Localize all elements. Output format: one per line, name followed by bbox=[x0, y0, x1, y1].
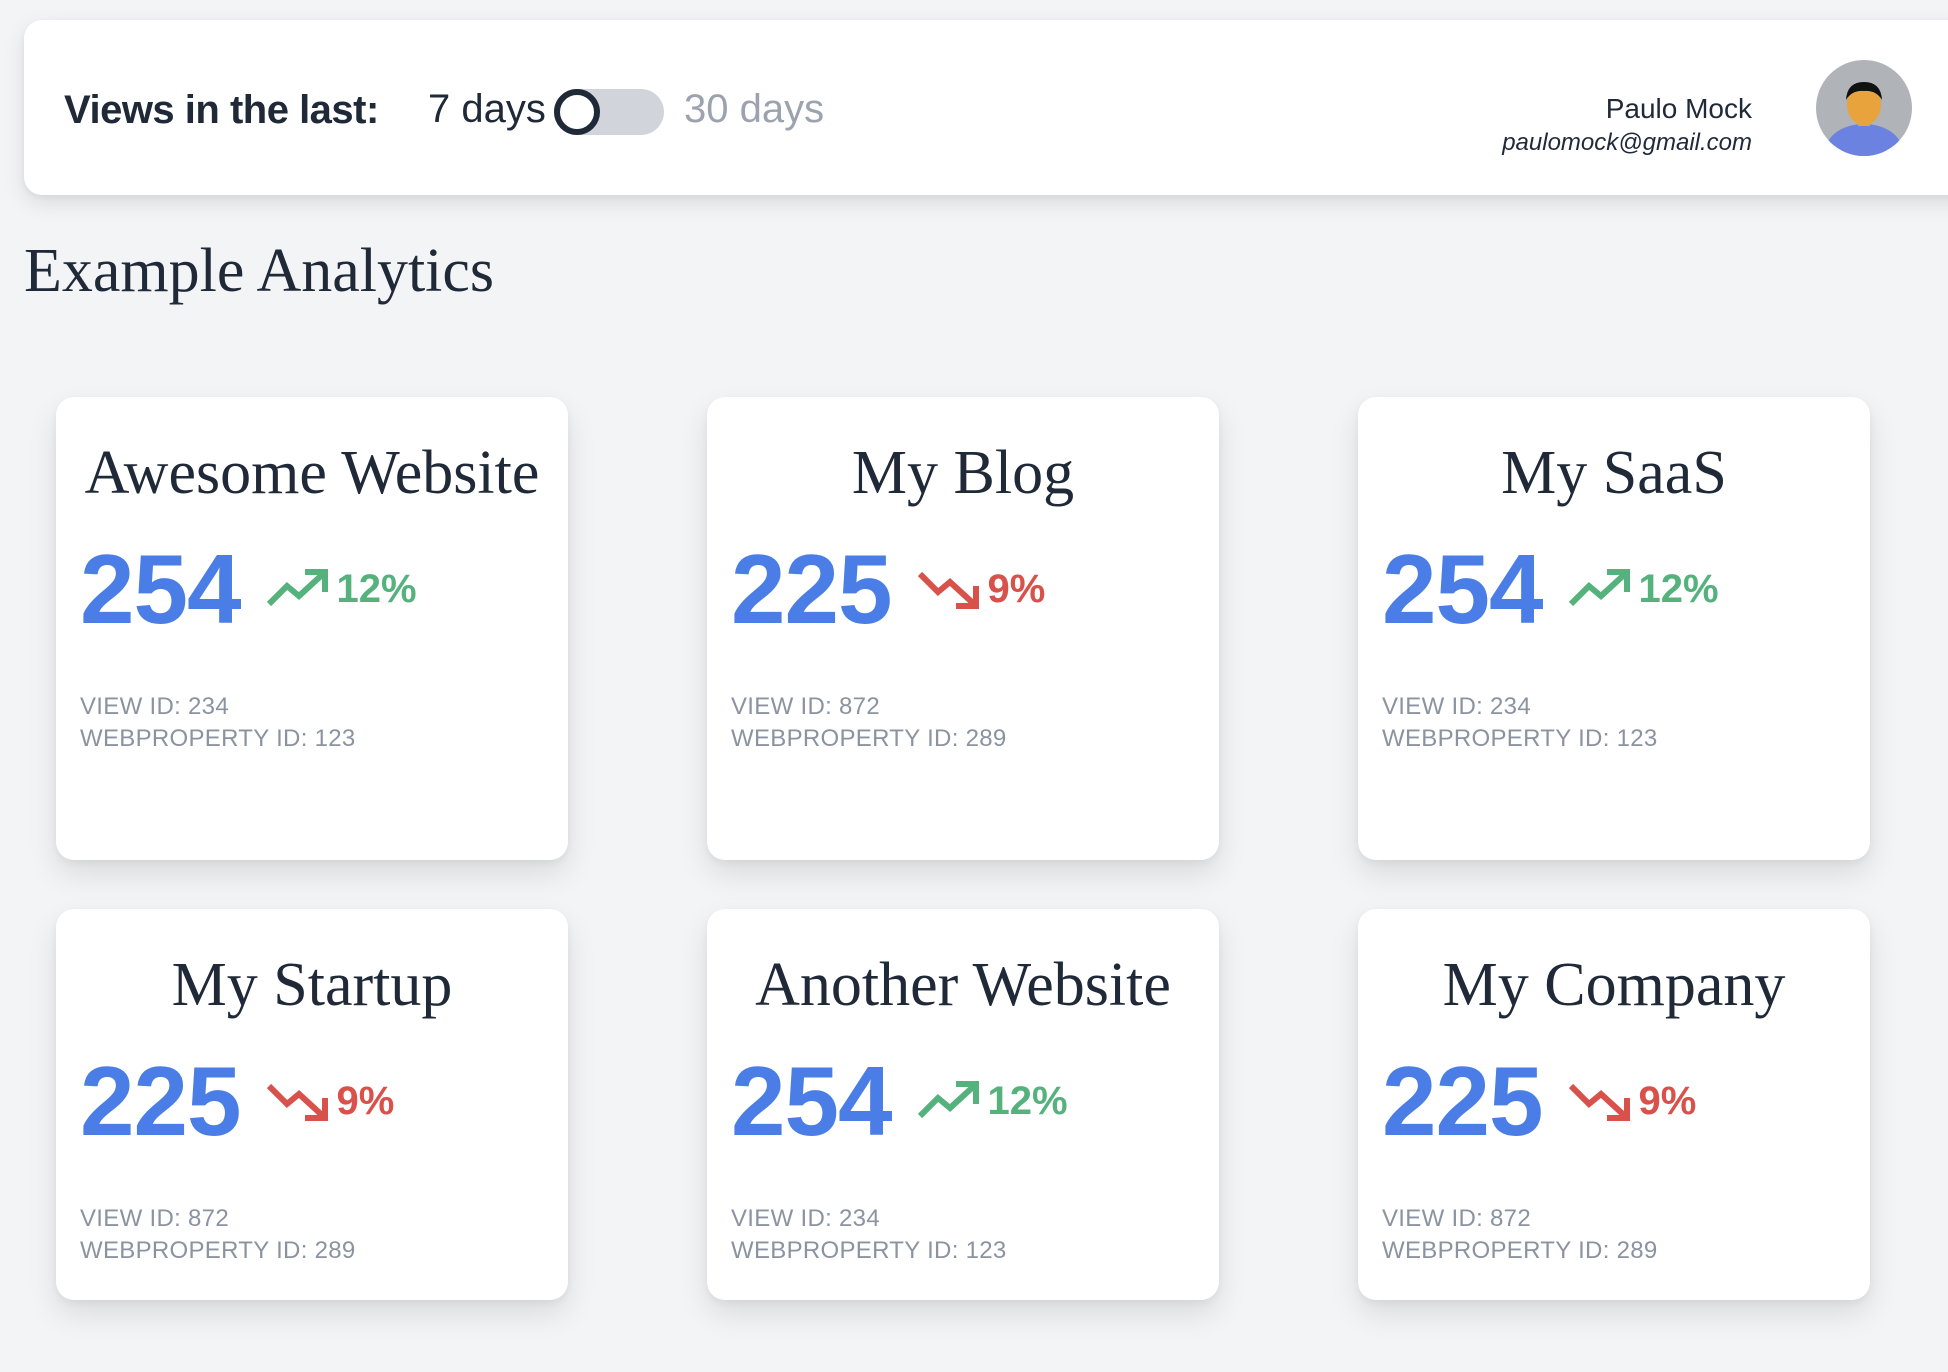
site-card[interactable]: Awesome Website 254 12% VIEW ID: 234 WEB… bbox=[56, 397, 568, 860]
site-card[interactable]: Another Website 254 12% VIEW ID: 234 WEB… bbox=[707, 909, 1219, 1300]
views-count: 254 bbox=[80, 534, 242, 644]
webproperty-id: WEBPROPERTY ID: 123 bbox=[80, 725, 356, 752]
webproperty-id: WEBPROPERTY ID: 123 bbox=[731, 1237, 1007, 1264]
metric-row: 225 9% bbox=[80, 1051, 544, 1151]
page-title: Example Analytics bbox=[24, 237, 495, 305]
views-period-label: Views in the last: bbox=[64, 88, 379, 132]
card-ids: VIEW ID: 872 WEBPROPERTY ID: 289 bbox=[80, 1203, 544, 1267]
site-card[interactable]: My Startup 225 9% VIEW ID: 872 WEBPROPER… bbox=[56, 909, 568, 1300]
webproperty-id: WEBPROPERTY ID: 123 bbox=[1382, 725, 1658, 752]
site-title: My Startup bbox=[171, 951, 453, 1019]
site-title: My Company bbox=[1442, 951, 1786, 1019]
site-title: My Blog bbox=[851, 439, 1075, 507]
trend-percent: 12% bbox=[336, 566, 417, 611]
period-toggle[interactable] bbox=[554, 89, 664, 135]
view-id: VIEW ID: 872 bbox=[80, 1205, 229, 1232]
metric-row: 225 9% bbox=[1382, 1051, 1846, 1151]
toggle-knob[interactable] bbox=[554, 89, 600, 135]
site-card[interactable]: My Blog 225 9% VIEW ID: 872 WEBPROPERTY … bbox=[707, 397, 1219, 860]
trend-percent: 9% bbox=[987, 566, 1046, 611]
card-ids: VIEW ID: 234 WEBPROPERTY ID: 123 bbox=[1382, 691, 1846, 755]
avatar[interactable] bbox=[1816, 60, 1912, 156]
site-title: Awesome Website bbox=[84, 439, 540, 507]
views-count: 254 bbox=[1382, 534, 1544, 644]
trend-badge: 9% bbox=[916, 564, 1046, 614]
trend-percent: 9% bbox=[1638, 1078, 1697, 1123]
views-count: 225 bbox=[80, 1046, 242, 1156]
card-ids: VIEW ID: 872 WEBPROPERTY ID: 289 bbox=[731, 691, 1195, 755]
metric-row: 254 12% bbox=[731, 1051, 1195, 1151]
view-id: VIEW ID: 234 bbox=[1382, 693, 1531, 720]
trending-down-icon bbox=[1568, 1083, 1630, 1121]
metric-row: 254 12% bbox=[1382, 539, 1846, 639]
webproperty-id: WEBPROPERTY ID: 289 bbox=[1382, 1237, 1658, 1264]
trend-percent: 12% bbox=[1638, 566, 1719, 611]
trend-percent: 12% bbox=[987, 1078, 1068, 1123]
webproperty-id: WEBPROPERTY ID: 289 bbox=[80, 1237, 356, 1264]
view-id: VIEW ID: 872 bbox=[1382, 1205, 1531, 1232]
user-avatar-icon bbox=[1826, 82, 1902, 156]
site-card[interactable]: My Company 225 9% VIEW ID: 872 WEBPROPER… bbox=[1358, 909, 1870, 1300]
trending-down-icon bbox=[917, 571, 979, 609]
period-option-30-days[interactable]: 30 days bbox=[684, 87, 825, 131]
card-ids: VIEW ID: 872 WEBPROPERTY ID: 289 bbox=[1382, 1203, 1846, 1267]
metric-row: 254 12% bbox=[80, 539, 544, 639]
view-id: VIEW ID: 872 bbox=[731, 693, 880, 720]
trend-badge: 12% bbox=[916, 1076, 1068, 1126]
trend-badge: 9% bbox=[1567, 1076, 1697, 1126]
views-count: 225 bbox=[731, 534, 893, 644]
metric-row: 225 9% bbox=[731, 539, 1195, 639]
trending-up-icon bbox=[917, 1081, 979, 1119]
user-name: Paulo Mock bbox=[1605, 93, 1752, 124]
top-bar: Views in the last: 7 days 30 days Paulo … bbox=[24, 20, 1948, 195]
card-ids: VIEW ID: 234 WEBPROPERTY ID: 123 bbox=[731, 1203, 1195, 1267]
card-ids: VIEW ID: 234 WEBPROPERTY ID: 123 bbox=[80, 691, 544, 755]
webproperty-id: WEBPROPERTY ID: 289 bbox=[731, 725, 1007, 752]
trending-down-icon bbox=[266, 1083, 328, 1121]
period-option-7-days[interactable]: 7 days bbox=[428, 87, 546, 131]
site-title: My SaaS bbox=[1501, 439, 1727, 507]
site-title: Another Website bbox=[755, 951, 1171, 1019]
views-count: 254 bbox=[731, 1046, 893, 1156]
trend-percent: 9% bbox=[336, 1078, 395, 1123]
view-id: VIEW ID: 234 bbox=[80, 693, 229, 720]
views-count: 225 bbox=[1382, 1046, 1544, 1156]
trend-badge: 12% bbox=[265, 564, 417, 614]
trend-badge: 9% bbox=[265, 1076, 395, 1126]
trend-badge: 12% bbox=[1567, 564, 1719, 614]
user-email: paulomock@gmail.com bbox=[1502, 129, 1752, 156]
site-card[interactable]: My SaaS 254 12% VIEW ID: 234 WEBPROPERTY… bbox=[1358, 397, 1870, 860]
trending-up-icon bbox=[1568, 569, 1630, 607]
trending-up-icon bbox=[266, 569, 328, 607]
view-id: VIEW ID: 234 bbox=[731, 1205, 880, 1232]
